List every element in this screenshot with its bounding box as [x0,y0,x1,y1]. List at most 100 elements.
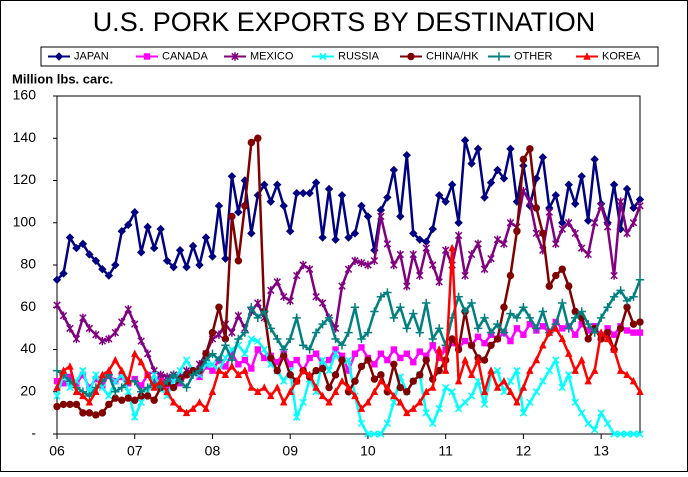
data-point [583,319,593,329]
marker-shape [610,331,618,338]
data-point [228,212,236,221]
data-point [279,292,288,301]
data-point [506,309,515,318]
data-point [636,318,644,326]
marker-shape [267,286,275,295]
data-point [622,184,632,194]
data-point [565,282,573,290]
data-point [150,371,158,379]
data-point [629,376,638,385]
marker-shape [545,328,554,336]
data-point [428,260,437,270]
marker-shape [279,377,288,385]
data-point [402,150,411,160]
data-point [480,356,489,364]
data-point [403,350,410,357]
marker-shape [520,331,527,338]
data-point [124,376,132,385]
data-point [357,362,366,371]
data-point [441,383,450,392]
marker-shape [331,235,340,244]
marker-shape [248,365,255,372]
marker-shape [636,387,644,395]
legend-label: CHINA/HK [426,50,479,62]
marker-shape [98,370,107,379]
data-point [59,311,68,320]
marker-shape [156,224,165,234]
marker-shape [124,220,133,230]
marker-shape [292,271,301,280]
marker-shape [603,303,612,312]
data-point [403,408,411,417]
marker-shape [298,188,308,198]
data-point [292,376,301,385]
marker-shape [609,292,619,301]
data-point [338,281,346,291]
data-point [539,341,547,349]
data-point [396,398,405,406]
marker-shape [351,391,359,400]
data-point [117,227,126,236]
legend-label: OTHER [514,50,553,62]
data-point [538,153,548,162]
marker-shape [228,212,236,221]
data-point [92,387,100,395]
marker-shape [247,383,256,391]
marker-shape [60,380,67,387]
x-tick-label: 08 [205,443,221,459]
marker-shape [201,233,211,242]
marker-shape [234,311,243,320]
data-point [416,371,424,379]
marker-shape [377,212,385,221]
marker-shape [332,346,339,353]
y-tick-label: 140 [13,129,37,145]
data-point [124,388,132,396]
marker-shape [169,370,178,380]
marker-shape [552,271,560,280]
data-point [286,227,295,236]
data-point [506,387,515,395]
marker-shape [273,366,281,375]
marker-shape [137,398,145,407]
marker-shape [279,201,288,211]
data-point [143,349,152,358]
data-point [241,356,249,364]
data-point [487,341,495,349]
x-tick-label: 07 [127,443,143,459]
marker-shape [344,383,353,391]
marker-shape [609,180,619,189]
marker-shape [610,271,618,280]
data-point [182,356,191,364]
marker-shape [622,184,632,194]
data-point [137,392,145,400]
marker-shape [500,388,508,396]
marker-shape [480,265,489,274]
data-point [571,398,579,407]
marker-shape [235,361,242,368]
data-point [473,144,483,154]
marker-shape [305,345,314,354]
data-point [234,370,243,379]
marker-shape [163,384,171,391]
data-point [441,197,450,206]
data-point [571,307,579,316]
marker-shape [72,400,81,409]
marker-shape [558,265,566,273]
marker-shape [286,334,295,344]
data-point [623,430,631,438]
data-point [305,345,314,354]
data-point [422,409,430,417]
data-point [305,370,314,379]
marker-shape [201,355,211,365]
data-point [241,349,249,358]
data-point [584,419,592,428]
marker-shape [532,388,541,396]
data-point [467,298,476,308]
marker-shape [441,197,450,206]
marker-shape [358,344,365,351]
data-point [331,387,340,395]
marker-shape [137,248,146,257]
data-point [376,292,386,301]
data-point [435,404,443,413]
marker-shape [370,307,379,316]
